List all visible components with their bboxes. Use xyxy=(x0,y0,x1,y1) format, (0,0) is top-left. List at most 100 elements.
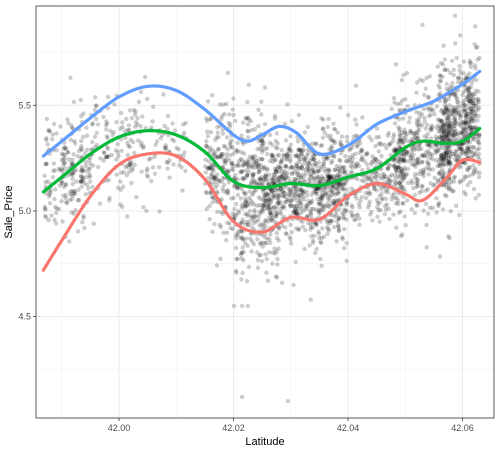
data-point xyxy=(476,155,480,159)
data-point xyxy=(93,135,97,139)
data-point xyxy=(234,257,238,261)
data-point xyxy=(424,202,428,206)
data-point xyxy=(416,136,420,140)
data-point xyxy=(348,155,352,159)
data-point xyxy=(346,113,350,117)
data-point xyxy=(153,172,157,176)
data-point xyxy=(265,152,269,156)
data-point xyxy=(393,196,397,200)
data-point xyxy=(295,164,299,168)
data-point xyxy=(360,168,364,172)
data-point xyxy=(475,45,479,49)
data-point xyxy=(434,150,438,154)
data-point xyxy=(229,196,233,200)
data-point xyxy=(369,138,373,142)
data-point xyxy=(268,232,272,236)
data-point xyxy=(47,192,51,196)
data-point xyxy=(239,277,243,281)
data-point xyxy=(441,44,445,48)
data-point xyxy=(44,162,48,166)
data-point xyxy=(244,236,248,240)
data-point xyxy=(224,156,228,160)
data-point xyxy=(453,14,457,18)
data-point xyxy=(334,239,338,243)
data-point xyxy=(250,156,254,160)
data-point xyxy=(252,242,256,246)
data-point xyxy=(256,108,260,112)
data-point xyxy=(332,127,336,131)
data-point xyxy=(311,168,315,172)
data-point xyxy=(403,214,407,218)
data-point xyxy=(285,232,289,236)
data-point xyxy=(293,177,297,181)
data-point xyxy=(476,98,480,102)
data-point xyxy=(378,208,382,212)
data-point xyxy=(246,122,250,126)
data-point xyxy=(297,201,301,205)
data-point xyxy=(307,163,311,167)
data-point xyxy=(282,190,286,194)
data-point xyxy=(112,130,116,134)
data-point xyxy=(424,189,428,193)
data-point xyxy=(54,211,58,215)
data-point xyxy=(294,154,298,158)
data-point xyxy=(257,253,261,257)
data-point xyxy=(377,135,381,139)
data-point xyxy=(441,62,445,66)
data-point xyxy=(392,96,396,100)
data-point xyxy=(256,266,260,270)
data-point xyxy=(240,271,244,275)
data-point xyxy=(76,229,80,233)
data-point xyxy=(326,125,330,129)
data-point xyxy=(206,166,210,170)
data-point xyxy=(216,147,220,151)
data-point xyxy=(340,186,344,190)
data-point xyxy=(250,166,254,170)
data-point xyxy=(303,228,307,232)
data-point xyxy=(334,213,338,217)
data-point xyxy=(141,205,145,209)
data-point xyxy=(428,113,432,117)
data-point xyxy=(234,271,238,275)
data-point xyxy=(401,159,405,163)
data-point xyxy=(181,122,185,126)
data-point xyxy=(472,145,476,149)
data-point xyxy=(245,129,249,133)
data-point xyxy=(429,145,433,149)
data-point xyxy=(352,218,356,222)
data-point xyxy=(461,178,465,182)
data-point xyxy=(261,244,265,248)
data-point xyxy=(443,57,447,61)
data-point xyxy=(164,143,168,147)
data-point xyxy=(341,237,345,241)
data-point xyxy=(326,117,330,121)
data-point xyxy=(398,127,402,131)
data-point xyxy=(378,220,382,224)
data-point xyxy=(251,221,255,225)
data-point xyxy=(163,147,167,151)
data-point xyxy=(350,186,354,190)
data-point xyxy=(53,187,57,191)
data-point xyxy=(204,158,208,162)
data-point xyxy=(138,124,142,128)
data-point xyxy=(421,170,425,174)
data-point xyxy=(51,169,55,173)
data-point xyxy=(247,196,251,200)
data-point xyxy=(273,210,277,214)
data-point xyxy=(454,93,458,97)
data-point xyxy=(150,119,154,123)
data-point xyxy=(120,120,124,124)
data-point xyxy=(325,225,329,229)
data-point xyxy=(329,146,333,150)
y-axis-title: Sale_Price xyxy=(3,185,15,238)
data-point xyxy=(289,223,293,227)
data-point xyxy=(256,124,260,128)
data-point xyxy=(350,166,354,170)
data-point xyxy=(438,86,442,90)
data-point xyxy=(121,185,125,189)
data-point xyxy=(204,139,208,143)
data-point xyxy=(284,157,288,161)
data-point xyxy=(460,150,464,154)
data-point xyxy=(438,135,442,139)
data-point xyxy=(218,257,222,261)
